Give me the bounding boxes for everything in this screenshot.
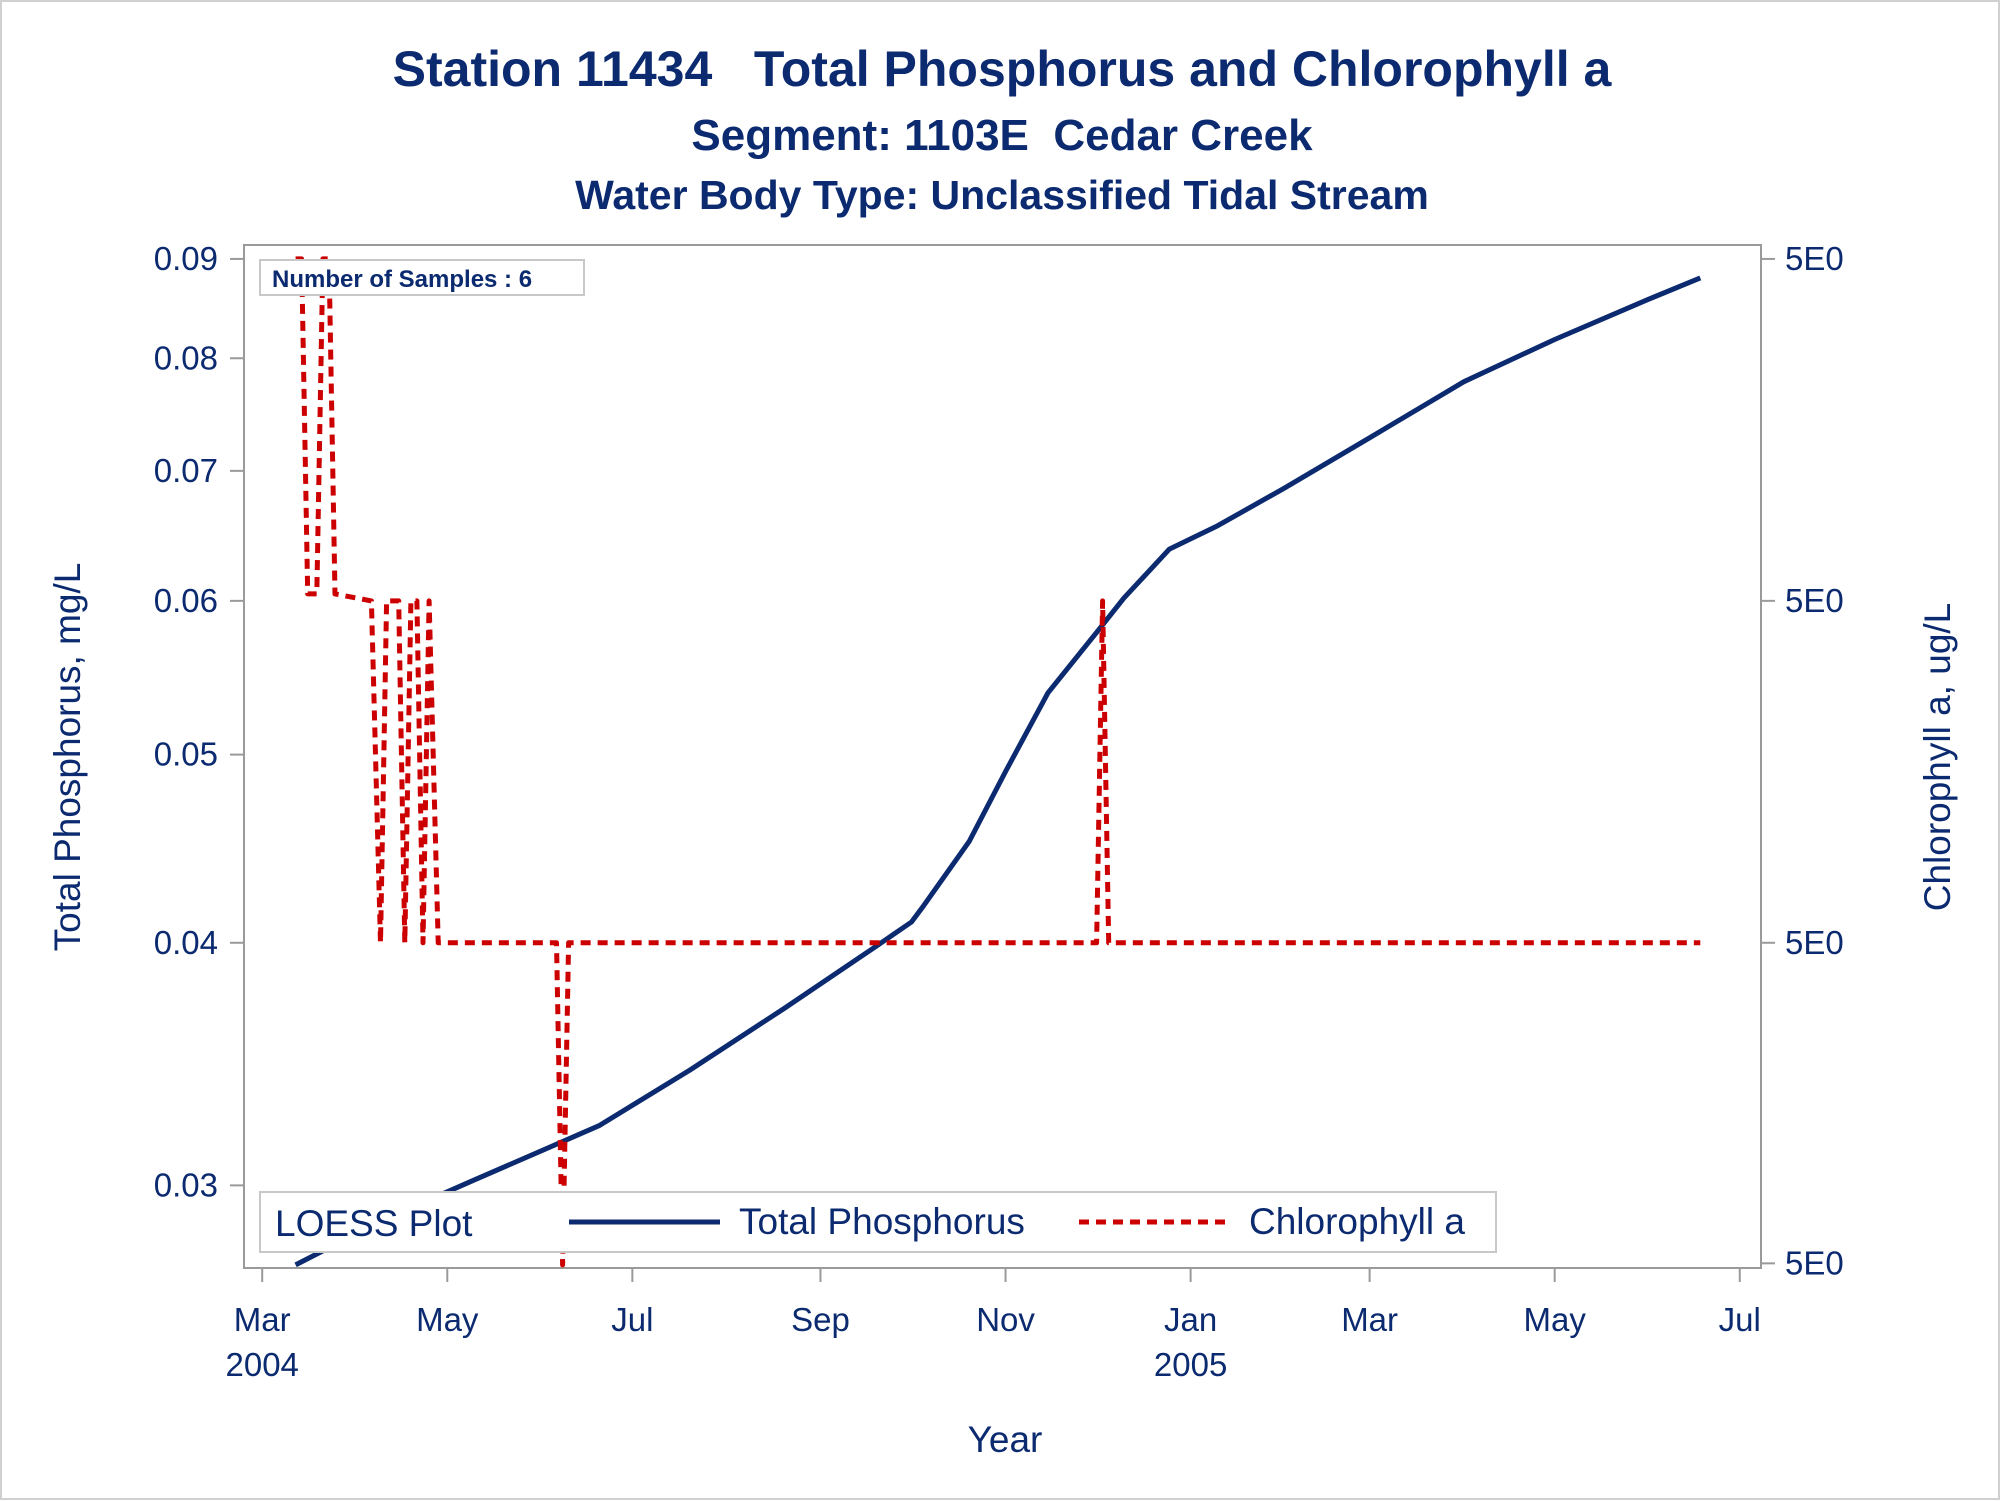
legend-label-phosphorus: Total Phosphorus [739, 1201, 1025, 1242]
chart-subtitle-segment: Segment: 1103E Cedar Creek [691, 111, 1313, 160]
x-tick-label: May [1524, 1301, 1587, 1338]
left-axis-ticks: 0.03 0.04 0.05 0.06 0.07 0.08 0.09 [154, 240, 244, 1203]
y-tick-label: 0.05 [154, 736, 218, 773]
y2-tick-label: 5E0 [1785, 240, 1844, 277]
y-axis-label: Total Phosphorus, mg/L [47, 563, 88, 952]
x-tick-label: Sep [791, 1301, 850, 1338]
y-tick-label: 0.07 [154, 452, 218, 489]
x-tick-year-label: 2005 [1154, 1346, 1227, 1383]
y-tick-label: 0.08 [154, 339, 218, 376]
y2-axis-label: Chlorophyll a, ug/L [1917, 603, 1958, 912]
right-axis-ticks: 5E0 5E0 5E0 5E0 [1761, 240, 1844, 1281]
legend-title: LOESS Plot [275, 1203, 473, 1244]
y-tick-label: 0.04 [154, 924, 218, 961]
chart-subtitle-water-body: Water Body Type: Unclassified Tidal Stre… [575, 172, 1429, 218]
chart-title: Station 11434 Total Phosphorus and Chlor… [393, 41, 1613, 97]
sample-count-label: Number of Samples : 6 [272, 266, 532, 293]
y-tick-label: 0.09 [154, 240, 218, 277]
legend-label-chlorophyll: Chlorophyll a [1249, 1201, 1465, 1242]
legend: LOESS Plot Total Phosphorus Chlorophyll … [259, 1191, 1497, 1253]
series-layer [294, 256, 1702, 1268]
x-tick-label: Nov [976, 1301, 1035, 1338]
phosphorus-series-line [294, 275, 1702, 1268]
x-tick-label: Jul [611, 1301, 653, 1338]
x-tick-label: May [416, 1301, 479, 1338]
legend-box [259, 1191, 1497, 1253]
x-tick-label: Mar [234, 1301, 291, 1338]
plot-area [243, 244, 1762, 1269]
x-axis-ticks: Mar 2004 May Jul Sep Nov Jan 2005 Mar May Jul [225, 1268, 1761, 1383]
x-tick-label: Jul [1719, 1301, 1761, 1338]
x-tick-label: Jan [1164, 1301, 1217, 1338]
y-tick-label: 0.06 [154, 582, 218, 619]
y2-tick-label: 5E0 [1785, 582, 1844, 619]
x-axis-label: Year [968, 1419, 1043, 1460]
x-tick-label: Mar [1341, 1301, 1398, 1338]
y2-tick-label: 5E0 [1785, 1244, 1844, 1281]
y-tick-label: 0.03 [154, 1166, 218, 1203]
y2-tick-label: 5E0 [1785, 924, 1844, 961]
x-tick-year-label: 2004 [225, 1346, 298, 1383]
chlorophyll-series-line [295, 256, 1701, 1268]
sample-count-box [259, 259, 585, 296]
